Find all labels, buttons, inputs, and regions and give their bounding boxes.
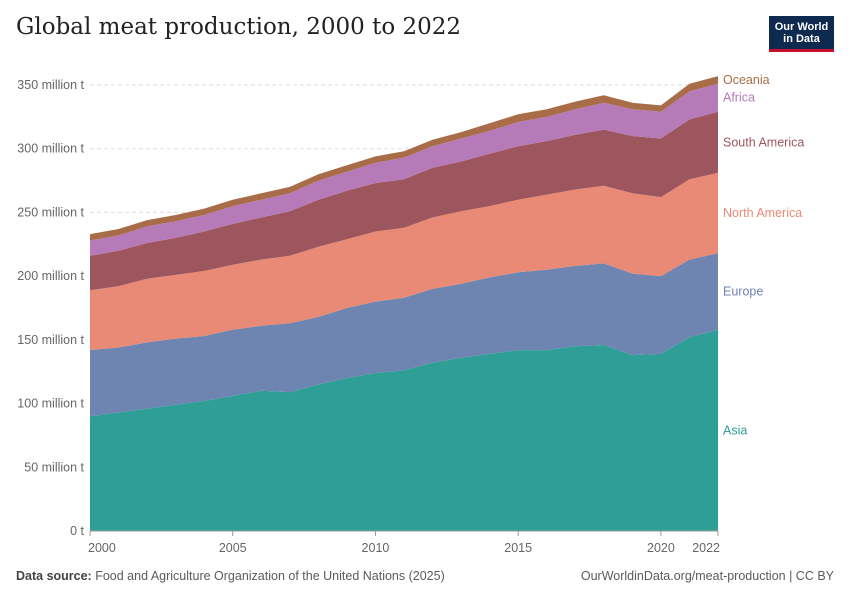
data-source-label: Data source: bbox=[16, 569, 92, 583]
x-tick-label: 2000 bbox=[88, 541, 116, 555]
area-south-america[interactable] bbox=[90, 111, 718, 291]
series-label-asia: Asia bbox=[723, 423, 747, 437]
area-europe[interactable] bbox=[90, 253, 718, 417]
y-tick-label: 300 million t bbox=[17, 142, 84, 156]
owid-logo[interactable]: Our World in Data bbox=[769, 16, 834, 52]
data-source: Data source: Food and Agriculture Organi… bbox=[16, 569, 445, 583]
series-label-europe: Europe bbox=[723, 284, 763, 298]
x-tick-label: 2020 bbox=[647, 541, 675, 555]
x-tick-label: 2022 bbox=[692, 541, 720, 555]
y-tick-label: 200 million t bbox=[17, 269, 84, 283]
y-tick-label: 350 million t bbox=[17, 78, 84, 92]
series-label-north-america: North America bbox=[723, 206, 802, 220]
footer-url[interactable]: OurWorldinData.org/meat-production | CC … bbox=[580, 569, 834, 583]
area-oceania[interactable] bbox=[90, 76, 718, 241]
axis-layer: 0 t 50 million t 100 million t 150 million … bbox=[17, 78, 720, 555]
area-africa[interactable] bbox=[90, 83, 718, 256]
y-tick-label: 0 t bbox=[70, 524, 84, 538]
x-tick-label: 2015 bbox=[504, 541, 532, 555]
area-asia[interactable] bbox=[90, 329, 718, 531]
area-north-america[interactable] bbox=[90, 172, 718, 351]
y-tick-label: 250 million t bbox=[17, 205, 84, 219]
y-tick-label: 150 million t bbox=[17, 333, 84, 347]
y-tick-label: 100 million t bbox=[17, 397, 84, 411]
data-source-text: Food and Agriculture Organization of the… bbox=[95, 569, 445, 583]
logo-line-2: in Data bbox=[783, 33, 820, 45]
logo-accent-bar bbox=[769, 49, 834, 52]
series-label-oceania: Oceania bbox=[723, 73, 770, 87]
x-tick-label: 2005 bbox=[219, 541, 247, 555]
logo-line-1: Our World bbox=[774, 21, 829, 33]
chart-title: Global meat production, 2000 to 2022 bbox=[16, 14, 462, 40]
label-layer: Oceania Africa South America North America E… bbox=[723, 73, 804, 437]
x-tick-label: 2010 bbox=[362, 541, 390, 555]
y-tick-label: 50 million t bbox=[24, 460, 84, 474]
series-label-south-america: South America bbox=[723, 135, 804, 149]
area-layer bbox=[90, 76, 718, 531]
series-label-africa: Africa bbox=[723, 91, 755, 105]
